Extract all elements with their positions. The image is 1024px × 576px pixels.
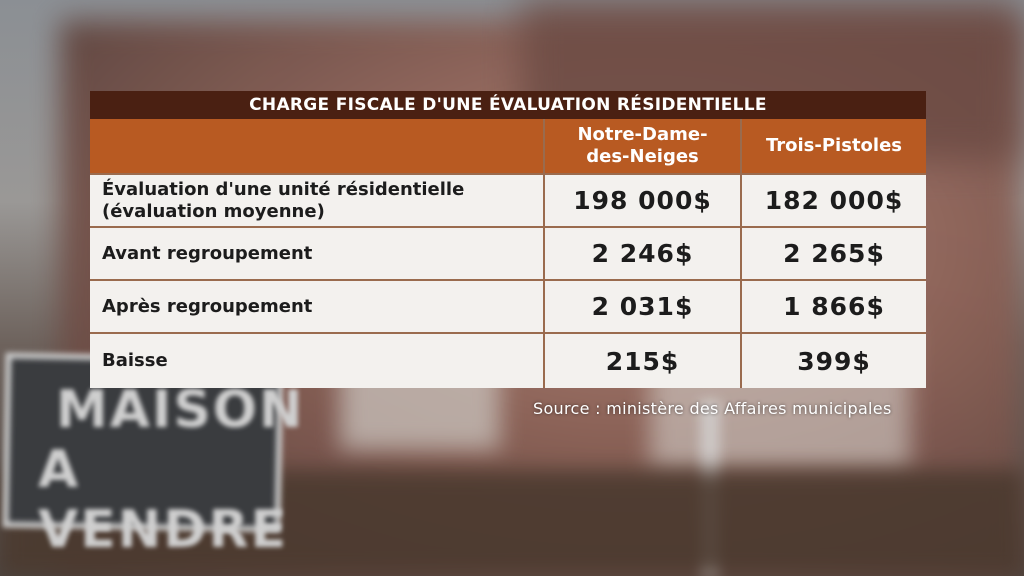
value-avant-trois-pistoles: 2 265$ (742, 228, 926, 281)
value-evaluation-trois-pistoles: 182 000$ (742, 175, 926, 228)
value-baisse-notre-dame: 215$ (545, 334, 742, 388)
value-evaluation-notre-dame: 198 000$ (545, 175, 742, 228)
header-empty-cell (90, 119, 545, 175)
header-notre-dame-des-neiges: Notre-Dame- des-Neiges (545, 119, 742, 175)
value-apres-trois-pistoles: 1 866$ (742, 281, 926, 334)
row-label-apres: Après regroupement (90, 281, 545, 334)
value-baisse-trois-pistoles: 399$ (742, 334, 926, 388)
row-label-avant: Avant regroupement (90, 228, 545, 281)
table-grid: Notre-Dame- des-Neiges Trois-Pistoles Év… (90, 119, 926, 388)
row-label-baisse: Baisse (90, 334, 545, 388)
header-col1-text: Notre-Dame- des-Neiges (577, 124, 707, 168)
row-label-line1: Évaluation d'une unité résidentielle (102, 178, 465, 200)
sign-line-2: A VENDRE (38, 440, 289, 560)
table-title: CHARGE FISCALE D'UNE ÉVALUATION RÉSIDENT… (90, 91, 926, 119)
header-col1-line1: Notre-Dame- (577, 124, 708, 145)
value-apres-notre-dame: 2 031$ (545, 281, 742, 334)
sign-line-1: MAISON (56, 380, 305, 440)
row-label-evaluation: Évaluation d'une unité résidentielle (év… (90, 175, 545, 228)
header-trois-pistoles: Trois-Pistoles (742, 119, 926, 175)
source-caption: Source : ministère des Affaires municipa… (533, 399, 892, 418)
tax-table: CHARGE FISCALE D'UNE ÉVALUATION RÉSIDENT… (90, 91, 926, 388)
for-sale-sign-text: MAISON A VENDRE (38, 380, 305, 560)
header-col1-line2: des-Neiges (586, 146, 699, 167)
row-label-line2: (évaluation moyenne) (102, 200, 325, 222)
value-avant-notre-dame: 2 246$ (545, 228, 742, 281)
